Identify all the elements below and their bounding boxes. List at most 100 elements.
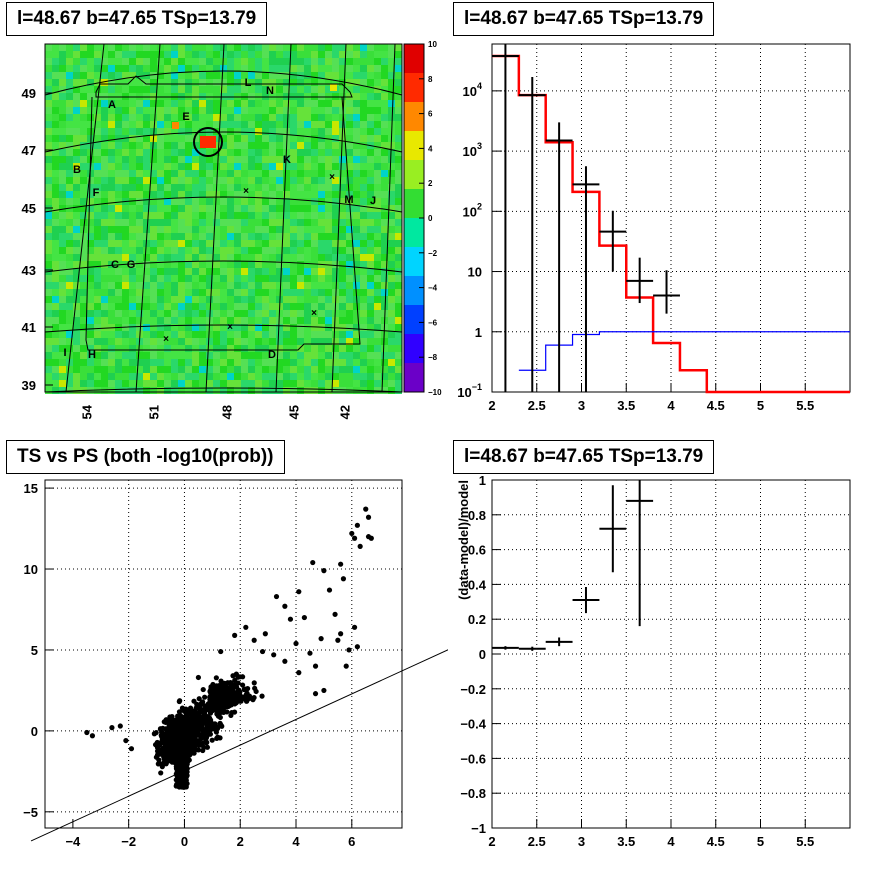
heatmap-cell <box>255 387 262 394</box>
heatmap-cell <box>297 310 304 317</box>
heatmap-cell <box>255 156 262 163</box>
heatmap-cell <box>227 212 234 219</box>
heatmap-cell <box>136 352 143 359</box>
warm-spot <box>330 84 337 91</box>
heatmap-cell <box>374 331 381 338</box>
heatmap-cell <box>255 149 262 156</box>
heatmap-cell <box>395 219 402 226</box>
scatter-point <box>109 725 115 731</box>
heatmap-cell <box>164 317 171 324</box>
heatmap-cell <box>262 366 269 373</box>
heatmap-cell <box>255 289 262 296</box>
heatmap-cell <box>101 345 108 352</box>
heatmap-cell <box>339 212 346 219</box>
heatmap-cell <box>157 331 164 338</box>
heatmap-cell <box>241 114 248 121</box>
heatmap-cell <box>311 296 318 303</box>
heatmap-cell <box>283 212 290 219</box>
heatmap-cell <box>66 289 73 296</box>
heatmap-cell <box>318 338 325 345</box>
skymap-title: l=48.67 b=47.65 TSp=13.79 <box>6 2 268 36</box>
heatmap-cell <box>150 79 157 86</box>
heatmap-cell <box>192 345 199 352</box>
colorbar-tick-label: 6 <box>428 110 433 119</box>
x-tick-label: 54 <box>79 404 94 419</box>
heatmap-cell <box>388 191 395 198</box>
heatmap-cell <box>80 282 87 289</box>
heatmap-cell <box>94 212 101 219</box>
heatmap-cell <box>325 331 332 338</box>
heatmap-cell <box>80 338 87 345</box>
heatmap-cell <box>395 58 402 65</box>
heatmap-cell <box>94 198 101 205</box>
heatmap-cell <box>80 254 87 261</box>
heatmap-cell <box>199 65 206 72</box>
heatmap-cell <box>353 324 360 331</box>
heatmap-cell <box>262 303 269 310</box>
heatmap-cell <box>150 149 157 156</box>
heatmap-cell <box>227 65 234 72</box>
heatmap-cell <box>304 58 311 65</box>
heatmap-cell <box>94 261 101 268</box>
heatmap-cell <box>171 240 178 247</box>
heatmap-cell <box>192 296 199 303</box>
heatmap-cell <box>297 338 304 345</box>
heatmap-cell <box>297 303 304 310</box>
scatter-point <box>293 640 299 647</box>
heatmap-cell <box>143 100 150 107</box>
heatmap-cell <box>374 142 381 149</box>
heatmap-cell <box>101 282 108 289</box>
source-circle <box>193 127 223 157</box>
heatmap-cell <box>143 254 150 261</box>
heatmap-cell <box>220 177 227 184</box>
heatmap-cell <box>143 58 150 65</box>
heatmap-cell <box>199 254 206 261</box>
heatmap-cell <box>234 135 241 142</box>
heatmap-cell <box>171 254 178 261</box>
heatmap-cell <box>45 317 52 324</box>
heatmap-cell <box>171 296 178 303</box>
heatmap-cell <box>248 261 255 268</box>
heatmap-cell <box>178 156 185 163</box>
heatmap-cell <box>304 198 311 205</box>
heatmap-cell <box>262 254 269 261</box>
y-tick-label: 0.4 <box>468 577 487 592</box>
heatmap-cell <box>73 233 80 240</box>
heatmap-cell <box>122 191 129 198</box>
heatmap-cell <box>136 310 143 317</box>
heatmap-cell <box>255 177 262 184</box>
heatmap-cell <box>80 128 87 135</box>
heatmap-cell <box>381 282 388 289</box>
heatmap-cell <box>276 149 283 156</box>
scatter-point <box>310 559 316 566</box>
heatmap-cell <box>87 247 94 254</box>
heatmap-cell <box>353 254 360 261</box>
longitude-line <box>135 43 161 393</box>
heatmap-cell <box>269 240 276 247</box>
heatmap-cell <box>227 324 234 331</box>
heatmap-cell <box>143 163 150 170</box>
heatmap-cell <box>213 163 220 170</box>
heatmap-cell <box>269 58 276 65</box>
heatmap-cell <box>115 289 122 296</box>
heatmap-cell <box>143 268 150 275</box>
colorbar-segment <box>404 160 424 190</box>
scatter-point <box>167 754 173 760</box>
heatmap-cell <box>227 282 234 289</box>
heatmap-cell <box>395 107 402 114</box>
scatter-point <box>197 707 203 713</box>
heatmap-cell <box>262 275 269 282</box>
heatmap-cell <box>66 44 73 51</box>
heatmap-cell <box>45 58 52 65</box>
heatmap-cell <box>80 107 87 114</box>
heatmap-cell <box>59 191 66 198</box>
heatmap-cell <box>206 128 213 135</box>
source-label-l: L <box>245 77 252 89</box>
heatmap-cell <box>164 191 171 198</box>
heatmap-cell <box>381 156 388 163</box>
scatter-point <box>206 715 213 721</box>
heatmap-cell <box>94 156 101 163</box>
heatmap-cell <box>136 121 143 128</box>
scatter-point <box>156 742 163 748</box>
heatmap-cell <box>122 65 129 72</box>
